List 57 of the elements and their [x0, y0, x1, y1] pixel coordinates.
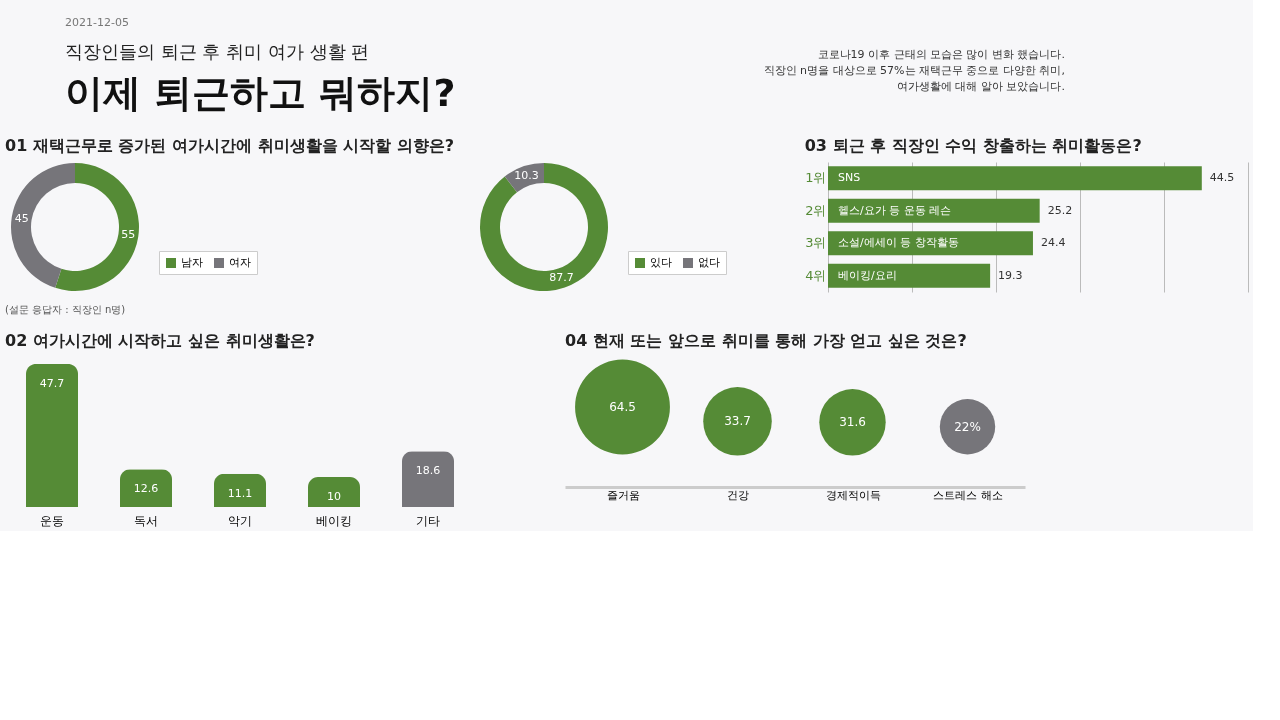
chart-title: 02 여가시간에 시작하고 싶은 취미생활은? — [5, 331, 315, 350]
bar — [402, 451, 454, 507]
data-label: 64.5 — [609, 400, 636, 414]
bar — [214, 473, 266, 507]
data-label: 47.7 — [39, 376, 65, 390]
data-label: 22% — [954, 419, 981, 434]
bar — [828, 166, 1202, 191]
data-label: 44.5 — [1209, 171, 1235, 185]
x-tick-label: 베이킹 — [316, 513, 352, 528]
legend-label: 없다 — [698, 256, 720, 269]
donut-slice — [480, 163, 608, 291]
data-label: 10 — [327, 490, 341, 503]
x-tick-label: 독서 — [134, 513, 158, 528]
annotation: 베이킹/요리 — [838, 268, 897, 282]
category-label: 건강 — [727, 488, 749, 502]
data-label: 31.6 — [839, 415, 866, 430]
category-label: 즐거움 — [606, 488, 640, 502]
data-label: 19.3 — [998, 268, 1023, 282]
donut-slice — [55, 163, 139, 291]
bar — [26, 363, 78, 507]
annotation: SNS — [838, 171, 861, 185]
bar — [308, 477, 360, 507]
legend-label: 있다 — [650, 256, 672, 269]
text: 직장인들의 퇴근 후 취미 여가 생활 편 — [65, 41, 370, 62]
data-label: 45 — [14, 211, 29, 225]
legend-label: 여자 — [229, 256, 251, 269]
text: 04 현재 또는 앞으로 취미를 통해 가장 얻고 싶은 것은? — [565, 331, 967, 350]
data-label: 33.7 — [724, 414, 751, 429]
data-label: 12.6 — [133, 482, 159, 496]
bar — [828, 263, 991, 288]
y-tick-label: 4위 — [805, 267, 827, 283]
data-label: 10.3 — [514, 168, 539, 182]
text: (설문 응답자 : 직장인 n명) — [5, 304, 126, 315]
text: 이제 퇴근하고 뭐하지? — [65, 71, 456, 115]
x-tick-label: 기타 — [416, 513, 440, 528]
chart-title: 01 재택근무로 증가된 여가시간에 취미생활을 시작할 의향은? — [5, 136, 454, 155]
chart-title: 03 퇴근 후 직장인 수익 창출하는 취미활동은? — [804, 136, 1142, 155]
annotation: 소설/에세이 등 창작활동 — [838, 236, 959, 250]
data-label: 55 — [121, 228, 136, 242]
annotation: 헬스/요가 등 운동 레슨 — [838, 203, 952, 217]
bar — [120, 469, 172, 507]
y-tick-label: 3위 — [805, 235, 827, 251]
x-tick-label: 악기 — [228, 513, 252, 528]
category-label: 스트레스 해소 — [933, 488, 1003, 502]
data-label: 24.4 — [1040, 236, 1066, 250]
data-label: 25.2 — [1047, 203, 1073, 217]
data-label: 87.7 — [549, 271, 574, 285]
data-label: 11.1 — [227, 486, 253, 500]
y-tick-label: 2위 — [805, 202, 827, 218]
category-label: 경제적이득 — [825, 488, 881, 502]
legend-label: 남자 — [181, 256, 203, 269]
x-tick-label: 운동 — [40, 513, 64, 528]
donut-slice — [11, 163, 75, 288]
y-tick-label: 1위 — [805, 170, 827, 186]
text: 2021-12-05 — [65, 16, 129, 29]
text: 코로나19 이후 근태의 모습은 많이 변화 했습니다. 직장인 n명을 대상으로 57%는 재택근무 중으로 다양한 취미, 여가생활에 대해 알아 보았습니다. — [763, 48, 1065, 93]
data-label: 18.6 — [415, 464, 441, 478]
